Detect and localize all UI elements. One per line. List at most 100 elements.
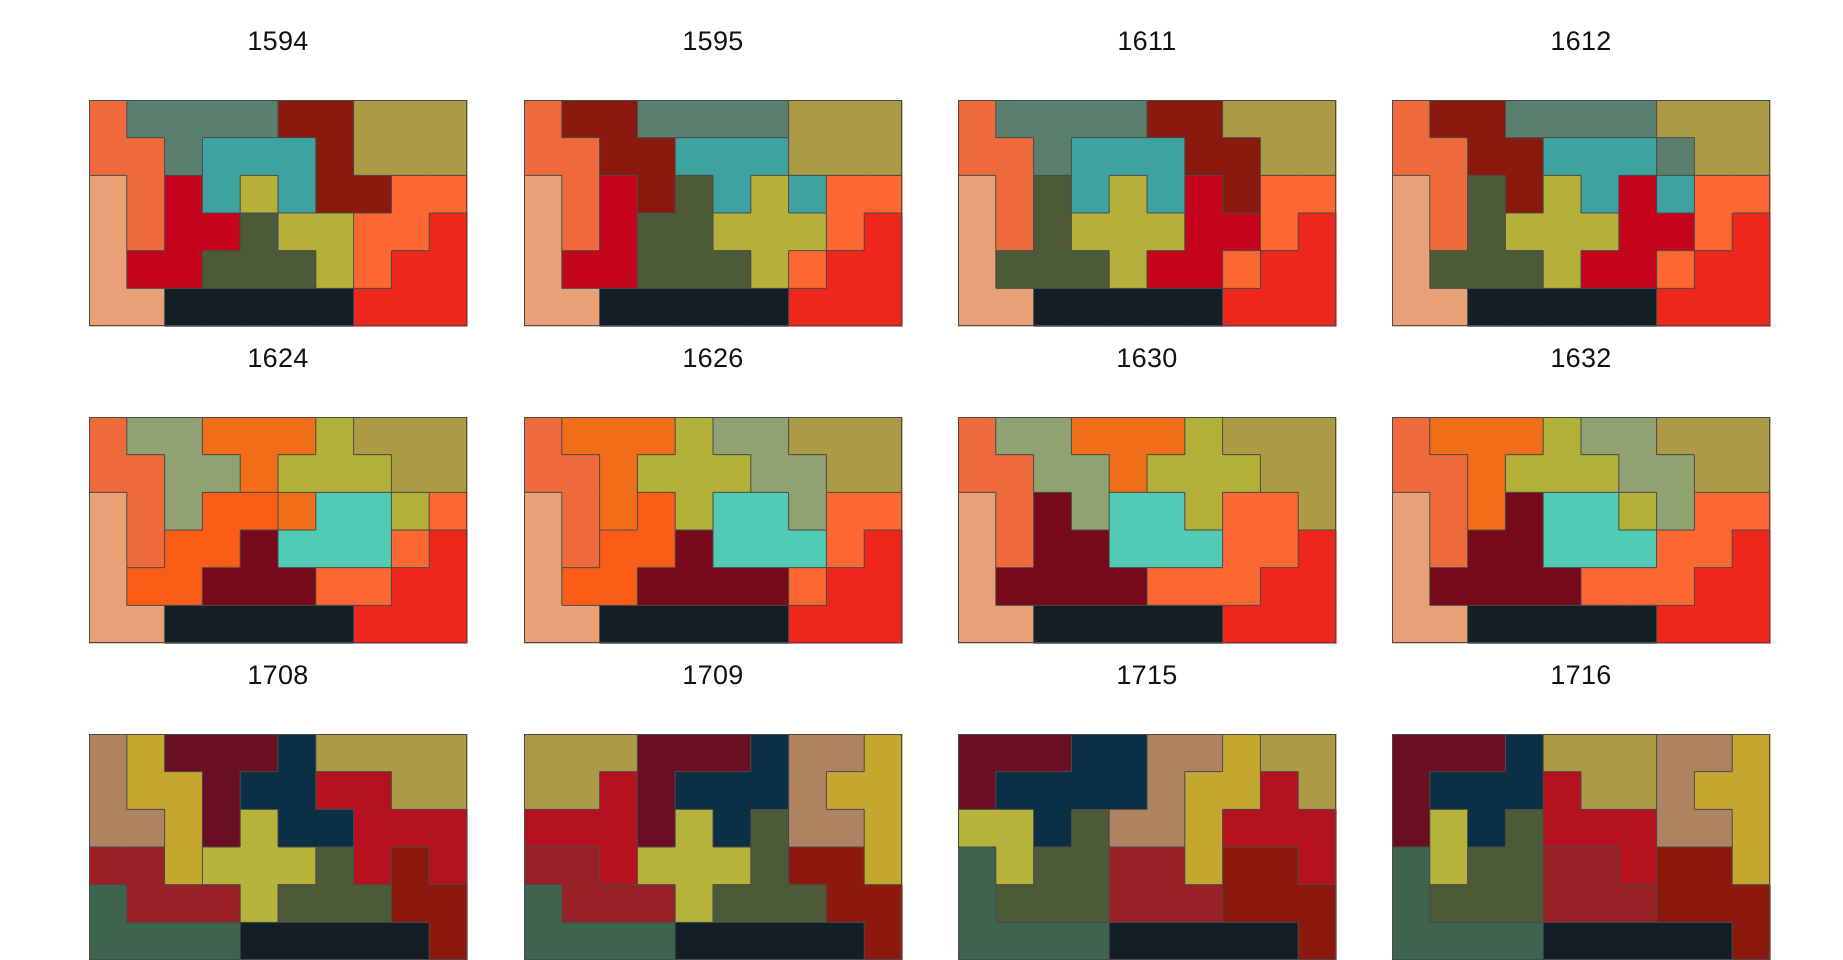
piece-cell [524, 492, 563, 531]
piece-cell [1260, 771, 1299, 810]
piece-cell [164, 847, 203, 886]
piece-cell [1581, 605, 1620, 644]
piece-cell [1222, 809, 1261, 848]
piece-cell [1618, 734, 1658, 773]
piece-cell [713, 847, 752, 886]
piece-cell [240, 137, 279, 176]
piece-cell [1260, 213, 1299, 252]
piece-cell [164, 492, 203, 531]
piece-cell [637, 417, 676, 456]
piece-cell [1543, 734, 1582, 773]
piece-cell [1656, 250, 1695, 289]
piece-cell [278, 809, 317, 848]
piece-cell [1222, 137, 1261, 176]
piece-cell [1543, 847, 1582, 886]
piece-cell [315, 288, 355, 327]
board-frame [524, 417, 902, 643]
piece-cell [1429, 454, 1469, 493]
piece-cell [164, 884, 203, 923]
puzzle-panel: 1611 [958, 22, 1337, 327]
puzzle-title: 1611 [1117, 26, 1177, 56]
piece-cell [1694, 884, 1733, 923]
piece-cell [637, 530, 676, 569]
piece-cell [391, 771, 430, 810]
piece-cell [958, 530, 997, 569]
piece-cell [164, 922, 203, 960]
piece-cell [826, 100, 865, 139]
piece-cell [599, 884, 638, 923]
piece-cell [599, 605, 638, 644]
piece-cell [202, 771, 241, 810]
piece-cell [429, 137, 468, 176]
piece-cell [278, 605, 317, 644]
piece-cell [826, 567, 865, 606]
board-svg [89, 734, 468, 960]
piece-cell [89, 605, 128, 644]
piece-cell [524, 922, 563, 960]
piece-cell [1429, 417, 1469, 456]
piece-cell [1732, 454, 1771, 493]
puzzle-board [89, 734, 468, 960]
piece-cell [1184, 922, 1224, 960]
board-svg [958, 100, 1337, 327]
piece-cell [1222, 567, 1261, 606]
piece-cell [1543, 492, 1582, 531]
piece-cell [750, 771, 790, 810]
piece-cell [524, 734, 563, 773]
piece-cell [713, 288, 752, 327]
piece-cell [788, 492, 827, 531]
piece-cell [1694, 809, 1733, 848]
piece-cell [1392, 809, 1431, 848]
piece-cell [750, 288, 790, 327]
piece-cell [353, 847, 392, 886]
piece-cell [675, 213, 714, 252]
piece-cell [1581, 809, 1620, 848]
piece-cell [1581, 567, 1620, 606]
piece-cell [429, 454, 468, 493]
piece-cell [429, 922, 468, 960]
piece-cell [1033, 100, 1072, 139]
piece-cell [315, 809, 355, 848]
piece-cell [1467, 771, 1506, 810]
piece-cell [1147, 884, 1186, 923]
piece-cell [164, 417, 203, 456]
piece-cell [202, 175, 241, 214]
board-svg [958, 417, 1337, 644]
piece-cell [202, 492, 241, 531]
piece-cell [524, 847, 563, 886]
piece-cell [750, 530, 790, 569]
piece-cell [713, 734, 752, 773]
piece-cell [1184, 492, 1224, 531]
piece-cell [1505, 884, 1544, 923]
piece-cell [1429, 250, 1469, 289]
piece-cell [240, 567, 279, 606]
piece-cell [995, 884, 1035, 923]
piece-cell [164, 605, 203, 644]
piece-cell [1618, 884, 1658, 923]
piece-cell [958, 100, 997, 139]
piece-cell [1618, 137, 1658, 176]
piece-cell [202, 567, 241, 606]
piece-cell [1071, 605, 1110, 644]
piece-cell [1581, 922, 1620, 960]
puzzle-title: 1630 [1116, 343, 1178, 373]
piece-cell [599, 734, 638, 773]
piece-cell [1429, 884, 1469, 923]
piece-cell [1260, 605, 1299, 644]
piece-cell [126, 492, 166, 531]
piece-cell [1543, 250, 1582, 289]
piece-cell [1505, 213, 1544, 252]
piece-cell [1109, 417, 1148, 456]
piece-cell [958, 847, 997, 886]
piece-cell [1184, 567, 1224, 606]
piece-cell [429, 100, 468, 139]
piece-cell [995, 847, 1035, 886]
piece-cell [126, 734, 166, 773]
piece-cell [788, 288, 827, 327]
piece-cell [126, 213, 166, 252]
piece-cell [788, 567, 827, 606]
piece-cell [240, 809, 279, 848]
piece-cell [240, 454, 279, 493]
piece-cell [995, 250, 1035, 289]
piece-cell [1033, 809, 1072, 848]
